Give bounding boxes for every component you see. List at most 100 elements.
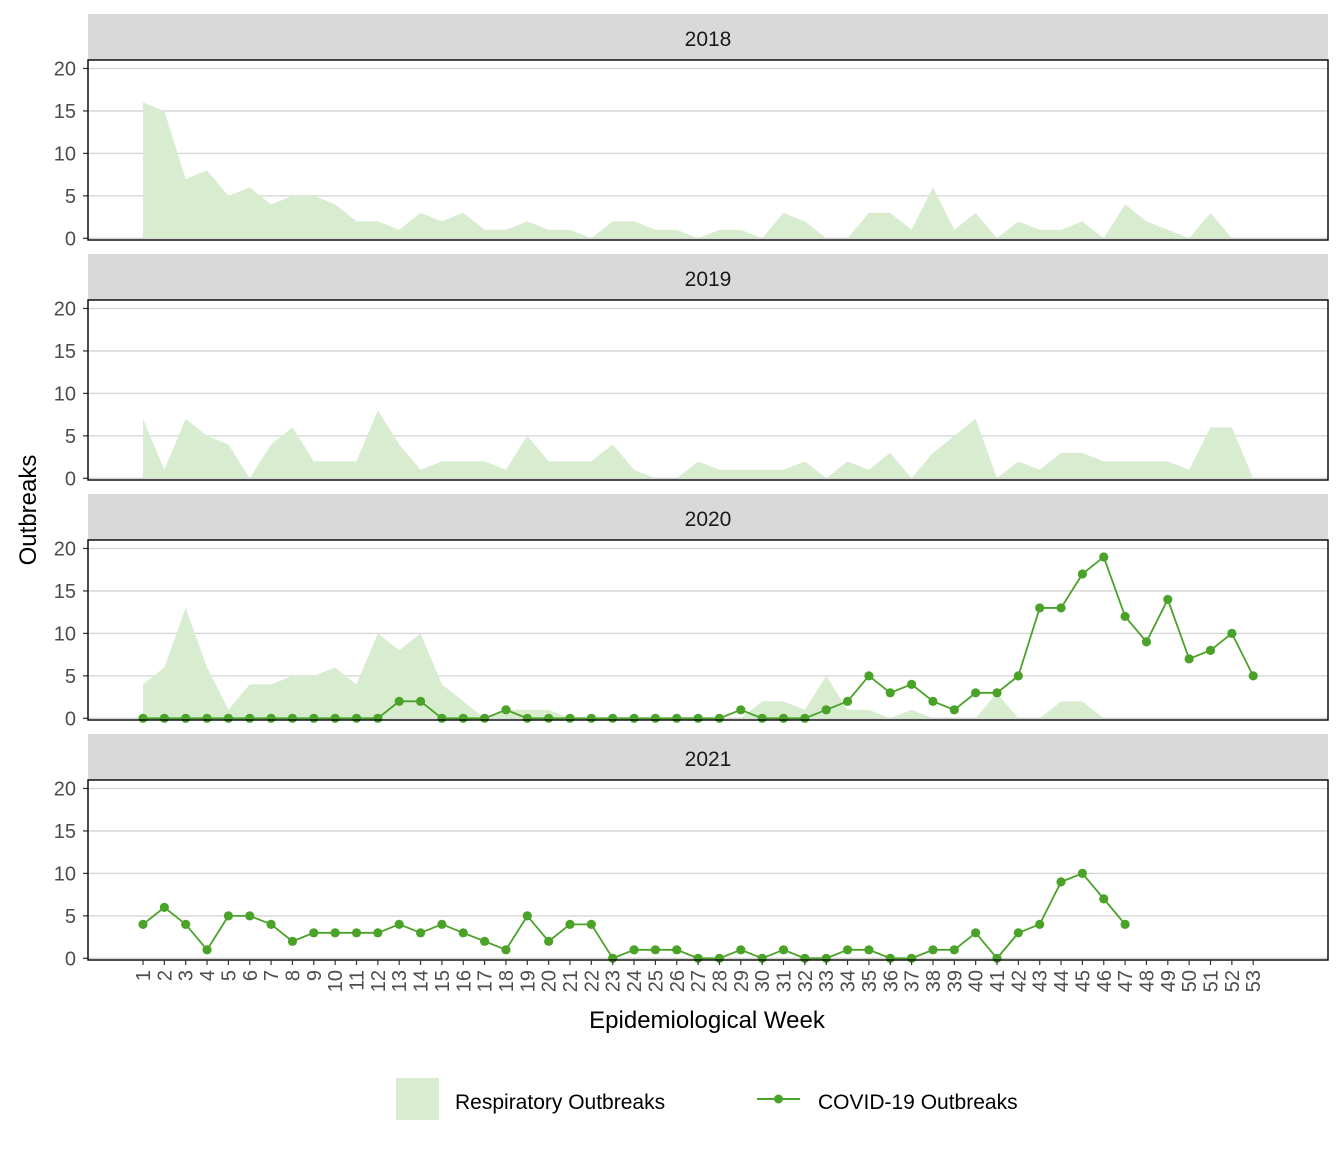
covid-point [1035, 603, 1045, 613]
covid-point [608, 713, 618, 723]
covid-point [778, 945, 789, 955]
covid-point [1227, 628, 1237, 638]
covid-point [522, 911, 532, 921]
y-tick-label: 15 [54, 341, 76, 363]
covid-point [415, 696, 426, 706]
covid-point [159, 902, 169, 912]
covid-point [736, 705, 746, 715]
respiratory-area [143, 410, 1254, 479]
covid-point [949, 945, 959, 955]
x-tick-label: 40 [966, 970, 988, 992]
covid-point [522, 713, 532, 723]
facet-label: 2018 [685, 28, 732, 51]
covid-point [394, 919, 404, 929]
panel-border [87, 779, 1329, 961]
covid-point [800, 713, 810, 723]
x-tick-label: 5 [218, 970, 240, 981]
covid-point [223, 713, 233, 723]
x-tick-label: 8 [282, 970, 304, 981]
y-tick-label: 5 [65, 666, 76, 688]
facet-label: 2019 [685, 268, 732, 291]
x-tick-label: 43 [1030, 970, 1052, 992]
covid-point [885, 688, 895, 698]
covid-point [842, 945, 853, 955]
covid-point [458, 928, 468, 938]
x-tick-label: 26 [667, 970, 689, 992]
x-tick-label: 39 [944, 970, 966, 992]
y-tick-label: 20 [54, 58, 76, 80]
covid-point [1184, 654, 1194, 664]
covid-point [928, 945, 938, 955]
y-tick-label: 15 [54, 581, 76, 603]
panel-border [87, 299, 1329, 481]
y-tick-label: 5 [65, 186, 76, 208]
legend-label-respiratory: Respiratory Outbreaks [455, 1091, 665, 1114]
covid-point [437, 919, 447, 929]
y-tick-label: 20 [54, 298, 76, 320]
x-tick-label: 38 [923, 970, 945, 992]
covid-point [757, 713, 767, 723]
covid-point [650, 945, 661, 955]
covid-point [223, 911, 233, 921]
covid-point [821, 705, 831, 715]
x-tick-label: 17 [475, 970, 497, 992]
covid-point [842, 696, 853, 706]
covid-point [1163, 594, 1173, 605]
y-tick-label: 10 [54, 623, 76, 645]
covid-point [1099, 894, 1109, 904]
covid-point [202, 945, 212, 955]
x-tick-label: 12 [368, 970, 390, 992]
covid-point [266, 713, 276, 723]
x-tick-label: 34 [838, 970, 860, 992]
covid-point [480, 713, 490, 723]
facet-strip [88, 494, 1328, 540]
covid-point [330, 928, 340, 938]
x-tick-label: 52 [1222, 970, 1244, 992]
x-tick-label: 46 [1094, 970, 1116, 992]
y-tick-label: 0 [65, 228, 76, 250]
covid-point [778, 713, 789, 723]
x-tick-label: 19 [517, 970, 539, 992]
covid-point [629, 945, 639, 955]
x-tick-label: 35 [859, 970, 881, 992]
panel-2019: 2019 0 5 10 15 20 [54, 254, 1329, 490]
x-tick-label: 25 [645, 970, 667, 992]
covid-point [544, 713, 554, 723]
y-tick-label: 20 [54, 778, 76, 800]
x-tick-label: 31 [774, 970, 796, 992]
x-tick-label: 48 [1136, 970, 1158, 992]
panel-2021: 2021 0 5 10 15 20 [54, 734, 1329, 970]
x-tick-label: 14 [411, 970, 433, 992]
respiratory-area [143, 607, 1104, 719]
x-tick-label: 51 [1201, 970, 1223, 992]
x-tick-label: 13 [389, 970, 411, 992]
covid-point [245, 713, 255, 723]
x-tick-label: 4 [197, 970, 219, 981]
x-tick-label: 24 [624, 970, 646, 992]
y-tick-label: 10 [54, 383, 76, 405]
covid-point [565, 919, 575, 929]
covid-point [971, 928, 981, 938]
panel-2018: 2018 0 5 10 15 20 [54, 14, 1329, 250]
covid-point [1013, 671, 1023, 681]
x-tick-label: 33 [816, 970, 838, 992]
chart-panels: 2018051015202019051015202020051015202021… [54, 14, 1329, 970]
covid-point [1205, 645, 1216, 655]
x-tick-label: 22 [581, 970, 603, 992]
facet-label: 2021 [685, 748, 732, 771]
covid-point [501, 705, 511, 715]
covid-point [565, 713, 575, 723]
covid-point [287, 936, 298, 946]
x-tick-label: 32 [795, 970, 817, 992]
covid-point [1077, 569, 1087, 579]
covid-point [1141, 637, 1152, 647]
covid-point [181, 713, 191, 723]
x-tick-label: 29 [731, 970, 753, 992]
covid-point [1035, 919, 1045, 929]
y-tick-label: 15 [54, 101, 76, 123]
x-tick-label: 30 [752, 970, 774, 992]
x-tick-label: 18 [496, 970, 518, 992]
y-tick-label: 10 [54, 143, 76, 165]
covid-point [693, 713, 703, 723]
panel-border [87, 539, 1329, 721]
